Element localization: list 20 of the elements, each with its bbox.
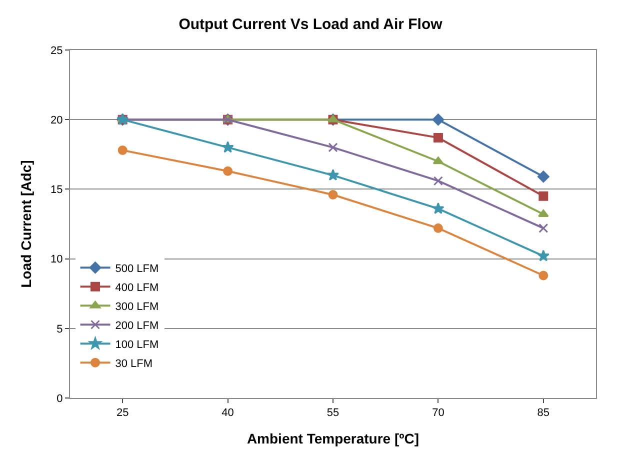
y-tick-label: 5 [56, 323, 63, 336]
y-tick-label: 0 [56, 392, 63, 405]
x-tick-label: 55 [326, 407, 340, 420]
legend-label: 30 LFM [115, 358, 153, 370]
x-tick-label: 70 [432, 407, 444, 420]
y-tick-label: 15 [50, 184, 63, 196]
x-tick-label: 25 [116, 407, 129, 420]
y-tick-label: 10 [50, 254, 63, 266]
legend-label: 500 LFM [115, 262, 159, 275]
legend-label: 400 LFM [115, 282, 159, 294]
x-tick-label: 40 [222, 407, 234, 420]
x-tick-label: 85 [537, 407, 550, 420]
x-axis-title: Ambient Temperature [ºC] [246, 430, 420, 446]
legend-label: 200 LFM [115, 320, 159, 332]
legend-label: 300 LFM [115, 300, 159, 313]
y-axis-title: Load Current [Adc] [18, 160, 34, 288]
chart-title: Output Current Vs Load and Air Flow [178, 16, 443, 33]
legend-label: 100 LFM [115, 338, 159, 351]
y-tick-label: 20 [50, 114, 63, 126]
y-tick-label: 25 [50, 44, 63, 57]
